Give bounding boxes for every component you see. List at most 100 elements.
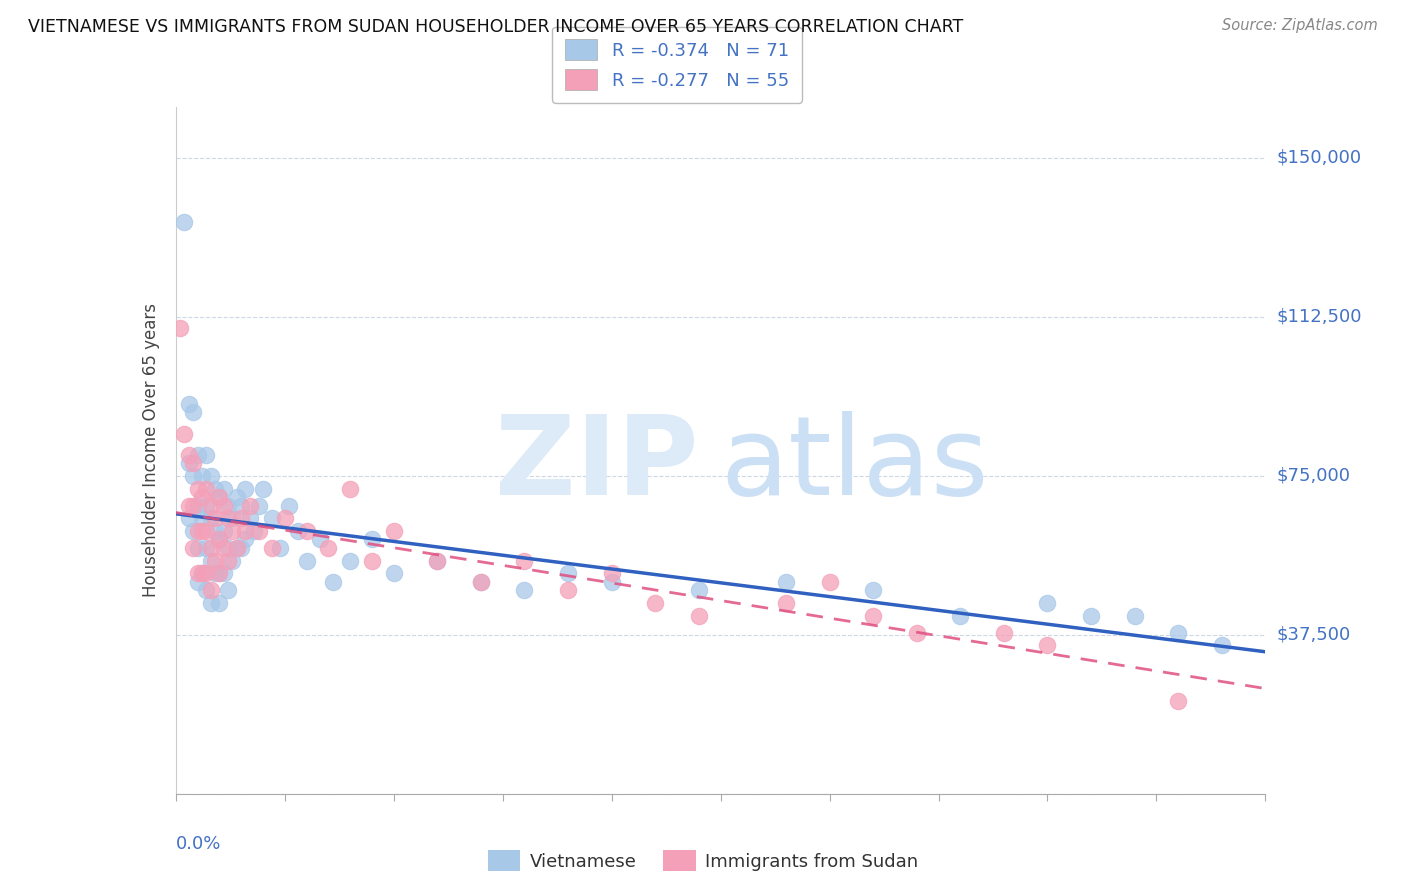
Point: [818, 574, 841, 589]
Point: [200, 541, 222, 555]
Point: [212, 482, 235, 496]
Point: [186, 541, 209, 555]
Point: [360, 554, 382, 568]
Point: [204, 482, 226, 496]
Point: [208, 533, 231, 547]
Point: [600, 566, 623, 581]
Point: [688, 608, 710, 623]
Point: [177, 456, 200, 470]
Point: [231, 499, 253, 513]
Point: [426, 554, 449, 568]
Point: [186, 574, 209, 589]
Point: [225, 541, 247, 555]
Point: [426, 554, 449, 568]
Point: [208, 566, 231, 581]
Point: [235, 524, 257, 538]
Text: VIETNAMESE VS IMMIGRANTS FROM SUDAN HOUSEHOLDER INCOME OVER 65 YEARS CORRELATION: VIETNAMESE VS IMMIGRANTS FROM SUDAN HOUS…: [28, 18, 963, 36]
Point: [1167, 625, 1189, 640]
Point: [1167, 693, 1189, 707]
Point: [287, 524, 309, 538]
Text: $150,000: $150,000: [1277, 149, 1361, 167]
Point: [200, 583, 222, 598]
Point: [243, 524, 266, 538]
Point: [252, 482, 274, 496]
Point: [295, 554, 318, 568]
Point: [239, 511, 262, 525]
Text: $75,000: $75,000: [1277, 467, 1350, 485]
Point: [225, 490, 247, 504]
Point: [247, 499, 270, 513]
Point: [200, 554, 222, 568]
Point: [186, 566, 209, 581]
Point: [1036, 639, 1059, 653]
Point: [239, 499, 262, 513]
Point: [295, 524, 318, 538]
Point: [862, 608, 884, 623]
Point: [1036, 596, 1059, 610]
Text: 0.0%: 0.0%: [176, 835, 221, 853]
Point: [862, 583, 884, 598]
Point: [1211, 639, 1233, 653]
Point: [181, 499, 204, 513]
Point: [195, 448, 218, 462]
Point: [557, 566, 579, 581]
Point: [217, 499, 239, 513]
Point: [360, 533, 382, 547]
Point: [177, 448, 200, 462]
Point: [181, 524, 204, 538]
Y-axis label: Householder Income Over 65 years: Householder Income Over 65 years: [142, 303, 160, 598]
Point: [191, 566, 214, 581]
Point: [181, 405, 204, 419]
Point: [949, 608, 972, 623]
Point: [212, 524, 235, 538]
Point: [186, 448, 209, 462]
Point: [247, 524, 270, 538]
Point: [217, 583, 239, 598]
Point: [470, 574, 492, 589]
Point: [557, 583, 579, 598]
Point: [775, 596, 797, 610]
Point: [177, 511, 200, 525]
Point: [260, 511, 283, 525]
Point: [644, 596, 666, 610]
Point: [173, 214, 195, 228]
Point: [204, 524, 226, 538]
Point: [318, 541, 340, 555]
Point: [177, 397, 200, 411]
Point: [169, 320, 191, 334]
Point: [186, 524, 209, 538]
Text: $37,500: $37,500: [1277, 626, 1351, 644]
Point: [191, 490, 214, 504]
Point: [186, 499, 209, 513]
Legend: R = -0.374   N = 71, R = -0.277   N = 55: R = -0.374 N = 71, R = -0.277 N = 55: [553, 27, 801, 103]
Point: [173, 426, 195, 441]
Point: [191, 511, 214, 525]
Point: [212, 541, 235, 555]
Point: [195, 566, 218, 581]
Point: [200, 511, 222, 525]
Text: atlas: atlas: [721, 410, 988, 517]
Point: [513, 583, 536, 598]
Point: [208, 490, 231, 504]
Point: [181, 456, 204, 470]
Point: [212, 566, 235, 581]
Point: [1080, 608, 1102, 623]
Point: [191, 469, 214, 483]
Point: [195, 524, 218, 538]
Point: [905, 625, 928, 640]
Point: [382, 524, 405, 538]
Point: [231, 541, 253, 555]
Point: [231, 511, 253, 525]
Point: [470, 574, 492, 589]
Point: [200, 596, 222, 610]
Point: [775, 574, 797, 589]
Point: [274, 511, 297, 525]
Point: [1123, 608, 1146, 623]
Point: [208, 490, 231, 504]
Point: [235, 482, 257, 496]
Point: [186, 482, 209, 496]
Point: [204, 554, 226, 568]
Point: [191, 524, 214, 538]
Point: [200, 469, 222, 483]
Point: [204, 566, 226, 581]
